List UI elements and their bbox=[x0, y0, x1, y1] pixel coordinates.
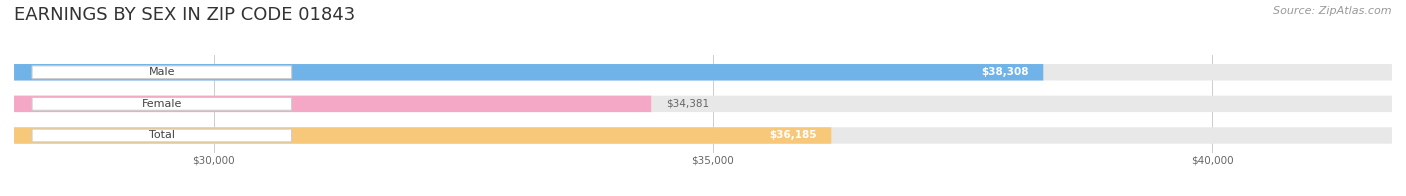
FancyBboxPatch shape bbox=[32, 66, 291, 79]
FancyBboxPatch shape bbox=[14, 96, 651, 112]
Text: EARNINGS BY SEX IN ZIP CODE 01843: EARNINGS BY SEX IN ZIP CODE 01843 bbox=[14, 6, 356, 24]
Text: $36,185: $36,185 bbox=[769, 131, 817, 141]
FancyBboxPatch shape bbox=[32, 97, 291, 110]
FancyBboxPatch shape bbox=[14, 64, 1392, 81]
Text: $38,308: $38,308 bbox=[981, 67, 1028, 77]
FancyBboxPatch shape bbox=[14, 127, 831, 144]
FancyBboxPatch shape bbox=[14, 96, 1392, 112]
FancyBboxPatch shape bbox=[14, 127, 1392, 144]
Text: Total: Total bbox=[149, 131, 174, 141]
FancyBboxPatch shape bbox=[32, 129, 291, 142]
Text: Female: Female bbox=[142, 99, 181, 109]
Text: Source: ZipAtlas.com: Source: ZipAtlas.com bbox=[1274, 6, 1392, 16]
Text: Male: Male bbox=[149, 67, 176, 77]
Text: $34,381: $34,381 bbox=[666, 99, 709, 109]
FancyBboxPatch shape bbox=[14, 64, 1043, 81]
